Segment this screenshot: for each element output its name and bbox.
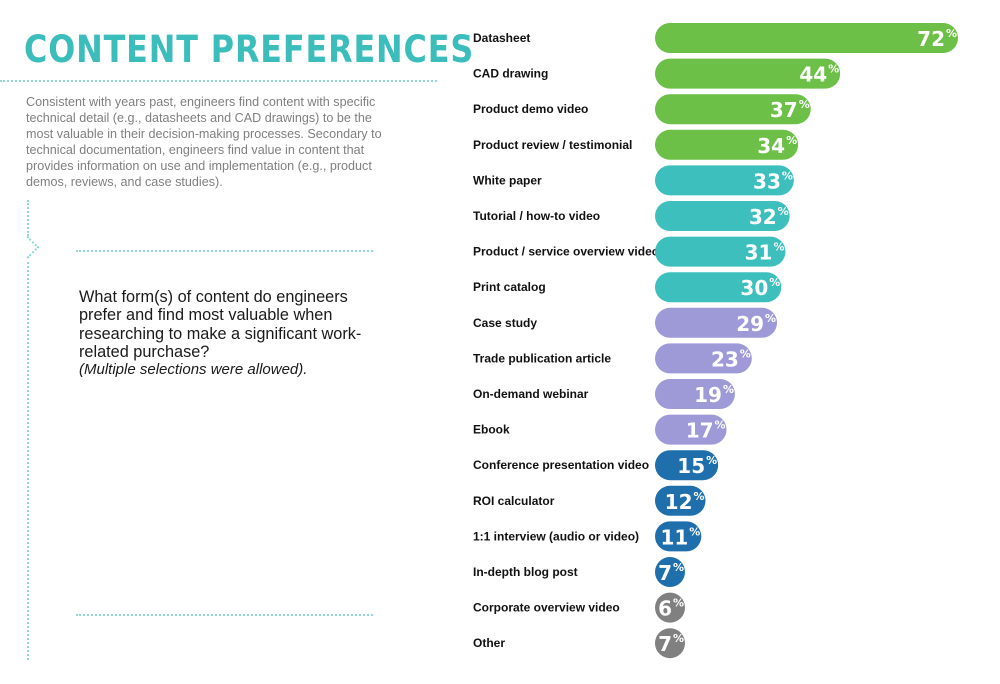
survey-question: What form(s) of content do engineers pre… [79,288,379,379]
category-label: Print catalog [473,280,546,294]
bar-value-label: 33 [753,169,781,193]
bar-value-label: 15 [677,454,705,478]
question-note: (Multiple selections were allowed). [79,361,308,379]
category-label: Other [473,636,505,650]
bar-unit-label: % [946,27,957,40]
category-label: Case study [473,316,537,330]
bar-unit-label: % [723,383,734,396]
bar [655,557,685,587]
bar-value-label: 30 [740,276,768,300]
category-label: Corporate overview video [473,601,620,615]
category-label: 1:1 interview (audio or video) [473,529,639,543]
category-label: Ebook [473,423,510,437]
category-label: Tutorial / how-to video [473,209,600,223]
question-text: What form(s) of content do engineers pre… [79,288,362,361]
bar [655,165,794,196]
category-label: CAD drawing [473,67,548,81]
category-label: Conference presentation video [473,458,649,472]
bar [655,201,790,231]
bar-value-label: 34 [757,134,785,158]
question-divider-top [76,250,373,252]
bar [655,307,778,338]
bar-unit-label: % [773,241,784,254]
bar-unit-label: % [715,419,726,432]
category-label: Trade publication article [473,351,611,365]
category-label: White paper [473,173,542,187]
bar [655,592,685,623]
bar-value-label: 11 [660,525,688,549]
bar-unit-label: % [694,490,705,503]
intro-paragraph: Consistent with years past, engineers fi… [26,95,382,189]
bar-unit-label: % [786,134,797,147]
bar-unit-label: % [706,454,717,467]
bar [655,94,811,125]
bar [655,58,841,89]
bar-unit-label: % [799,98,810,111]
bar-unit-label: % [769,276,780,289]
category-label: Product demo video [473,102,588,116]
bar-value-label: 19 [694,383,722,407]
bar-value-label: 37 [770,98,798,122]
question-divider-bottom [76,614,373,616]
category-label: Product / service overview video [473,245,659,259]
category-label: Product review / testimonial [473,138,632,152]
bar-value-label: 72 [917,27,945,51]
bar [655,450,719,481]
bar-value-label: 7 [658,561,672,585]
bar-value-label: 31 [745,241,773,265]
bar [655,343,752,374]
bar [655,485,706,516]
bar-unit-label: % [778,205,789,218]
bar [655,272,782,303]
bar-unit-label: % [740,347,751,360]
bar [655,236,786,267]
category-label: On-demand webinar [473,387,589,401]
bar-value-label: 29 [736,312,764,336]
dotted-connector-bottom [27,262,29,660]
bar-value-label: 32 [749,205,777,229]
bar [655,379,735,409]
bar-unit-label: % [828,63,839,76]
bar-unit-label: % [673,561,684,574]
bar-value-label: 7 [658,632,672,656]
bar-unit-label: % [689,525,700,538]
bar [655,628,685,659]
bar-unit-label: % [673,597,684,610]
category-label: ROI calculator [473,494,555,508]
bar-unit-label: % [765,312,776,325]
bar [655,129,799,160]
category-label: Datasheet [473,31,530,45]
category-label: In-depth blog post [473,565,578,579]
bar-value-label: 23 [711,347,739,371]
bar-value-label: 17 [686,419,714,443]
bar-value-label: 12 [665,490,693,514]
bar [655,414,727,445]
bar-unit-label: % [673,632,684,645]
dotted-connector-top [27,200,29,236]
bar-value-label: 44 [799,63,827,87]
bar [655,521,702,552]
bar-unit-label: % [782,169,793,182]
page-title: CONTENT PREFERENCES [24,28,475,71]
bar [655,23,958,53]
bar-value-label: 6 [658,597,672,621]
title-divider [0,80,437,82]
